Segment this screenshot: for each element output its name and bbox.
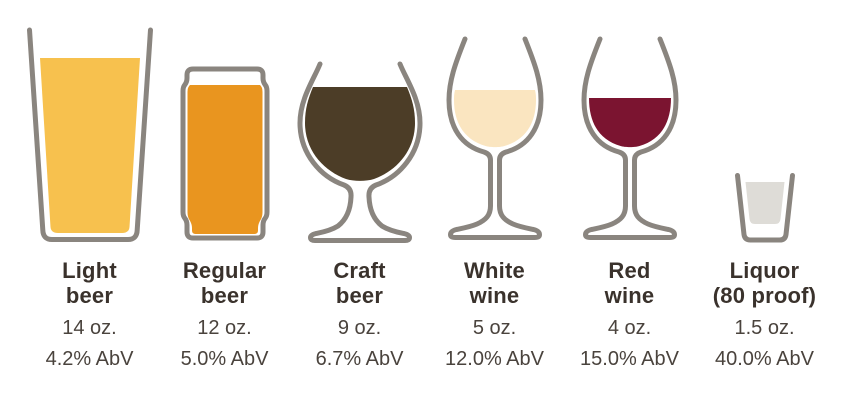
drink-column-light-beer: Light beer 14 oz. 4.2% AbV (22, 0, 157, 420)
red-wine-liquid (588, 98, 671, 148)
drink-name: Liquor (80 proof) (713, 258, 816, 308)
drink-name-line2: beer (65, 283, 114, 308)
drink-abv: 4.2% AbV (45, 348, 134, 370)
beer-can-icon (180, 66, 269, 241)
liquor-label: Liquor (80 proof) 1.5 oz. 40.0% AbV (713, 258, 816, 371)
drink-name-line2: beer (335, 283, 384, 308)
drink-name: Red wine (580, 258, 679, 308)
drink-column-craft-beer: Craft beer 9 oz. 6.7% AbV (292, 0, 427, 420)
white-wine-liquid (453, 90, 536, 148)
drink-name-line2: wine (469, 283, 520, 308)
drink-column-red-wine: Red wine 4 oz. 15.0% AbV (562, 0, 697, 420)
pint-glass-icon (26, 27, 153, 242)
drink-name: White wine (445, 258, 544, 308)
drink-abv: 15.0% AbV (580, 348, 679, 370)
drink-abv: 5.0% AbV (180, 348, 269, 370)
drink-abv: 6.7% AbV (315, 348, 404, 370)
red-wine-label: Red wine 4 oz. 15.0% AbV (580, 258, 679, 371)
drink-name-line1: Craft (333, 258, 386, 283)
drink-size: 14 oz. (62, 317, 117, 339)
regular-beer-liquid (187, 85, 262, 234)
drink-name-line1: Liquor (729, 258, 800, 283)
wine-glass-icon (446, 36, 543, 240)
liquor-vessel (733, 0, 797, 245)
drink-column-liquor: Liquor (80 proof) 1.5 oz. 40.0% AbV (697, 0, 832, 420)
wine-glass-icon (581, 36, 678, 240)
craft-beer-liquid (304, 87, 415, 181)
craft-beer-label: Craft beer 9 oz. 6.7% AbV (316, 258, 404, 371)
drink-name: Light beer (46, 258, 134, 308)
drink-name-line2: beer (200, 283, 249, 308)
drink-abv: 40.0% AbV (715, 348, 814, 370)
drink-name-line1: Light (62, 258, 117, 283)
drink-name: Regular beer (181, 258, 269, 308)
drink-column-white-wine: White wine 5 oz. 12.0% AbV (427, 0, 562, 420)
light-beer-liquid (39, 58, 140, 233)
tulip-glass-icon (297, 61, 422, 243)
liquor-liquid (745, 182, 784, 224)
white-wine-label: White wine 5 oz. 12.0% AbV (445, 258, 544, 371)
white-wine-vessel (446, 0, 544, 245)
light-beer-label: Light beer 14 oz. 4.2% AbV (46, 258, 134, 371)
light-beer-vessel (25, 0, 155, 245)
red-wine-vessel (581, 0, 679, 245)
drink-name-line1: Red (608, 258, 651, 283)
craft-beer-vessel (297, 0, 423, 245)
drink-size: 12 oz. (197, 317, 252, 339)
drink-name-line2: (80 proof) (712, 283, 817, 308)
drink-column-regular-beer: Regular beer 12 oz. 5.0% AbV (157, 0, 292, 420)
drink-size: 1.5 oz. (734, 317, 795, 339)
drink-name: Craft beer (316, 258, 404, 308)
drink-name-line2: wine (604, 283, 655, 308)
drink-name-line1: Regular (182, 258, 267, 283)
drink-size: 4 oz. (607, 317, 652, 339)
shot-glass-icon (734, 173, 795, 243)
drink-name-line1: White (464, 258, 525, 283)
regular-beer-vessel (179, 0, 271, 245)
regular-beer-label: Regular beer 12 oz. 5.0% AbV (181, 258, 269, 371)
drink-size: 9 oz. (337, 317, 382, 339)
drink-size: 5 oz. (472, 317, 517, 339)
drink-abv: 12.0% AbV (445, 348, 544, 370)
